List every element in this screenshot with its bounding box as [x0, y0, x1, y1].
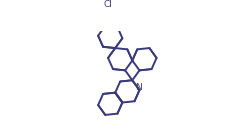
- Text: N: N: [135, 83, 142, 92]
- Text: Cl: Cl: [103, 0, 112, 9]
